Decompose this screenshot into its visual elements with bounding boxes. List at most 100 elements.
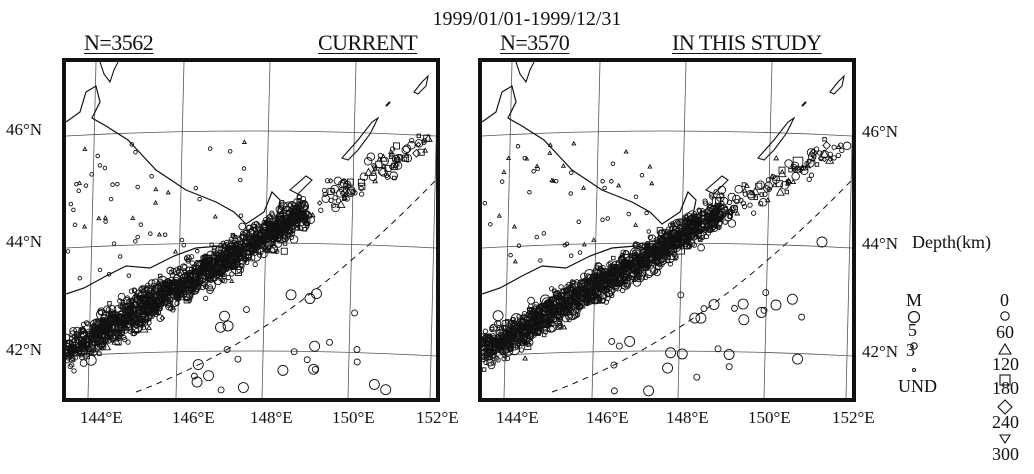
epicenter-circle bbox=[183, 256, 189, 261]
epicenter-circle bbox=[808, 172, 815, 178]
epicenter-triangle bbox=[173, 286, 180, 292]
epicenter-circle bbox=[592, 289, 601, 299]
epicenter-circle bbox=[652, 250, 661, 259]
epicenter-circle bbox=[341, 178, 347, 184]
epicenter-circle bbox=[577, 303, 583, 309]
epicenter-circle bbox=[593, 286, 600, 292]
epicenter-square bbox=[617, 266, 625, 274]
epicenter-circle bbox=[308, 363, 320, 375]
epicenter-circle bbox=[800, 166, 809, 176]
epicenter-circle bbox=[553, 178, 559, 184]
left-map-canvas bbox=[66, 62, 436, 398]
epicenter-square bbox=[342, 196, 347, 201]
epicenter-circle bbox=[646, 229, 651, 234]
epicenter-circle bbox=[192, 359, 204, 370]
epicenter-diamond bbox=[259, 232, 266, 239]
epicenter-group bbox=[482, 137, 852, 397]
lon-label-146-right: 146°E bbox=[586, 408, 629, 427]
epicenter-square bbox=[177, 266, 182, 271]
epicenter-circle bbox=[513, 322, 522, 331]
epicenter-circle bbox=[206, 277, 213, 283]
epicenter-triangle bbox=[790, 178, 797, 184]
epicenter-circle bbox=[527, 296, 535, 305]
epicenter-circle bbox=[267, 213, 273, 220]
epicenter-triangle bbox=[285, 206, 295, 215]
epicenter-circle bbox=[839, 147, 845, 154]
epicenter-diamond bbox=[658, 234, 667, 244]
epicenter-circle bbox=[545, 302, 553, 310]
epicenter-circle bbox=[383, 172, 390, 179]
epicenter-circle bbox=[609, 292, 615, 299]
epicenter-triangle bbox=[423, 133, 433, 142]
epicenter-circle bbox=[86, 346, 92, 352]
epicenter-circle bbox=[713, 207, 720, 214]
epicenter-circle bbox=[321, 187, 328, 194]
epicenter-circle bbox=[241, 257, 248, 263]
epicenter-circle bbox=[566, 316, 572, 323]
epicenter-circle bbox=[501, 334, 507, 340]
epicenter-circle bbox=[179, 237, 185, 243]
epicenter-circle bbox=[191, 264, 197, 271]
epicenter-circle bbox=[103, 219, 108, 224]
epicenter-circle bbox=[531, 332, 537, 338]
epicenter-circle bbox=[359, 191, 365, 197]
epicenter-circle bbox=[209, 242, 214, 247]
epicenter-circle bbox=[482, 200, 488, 206]
lon-label-146-left: 146°E bbox=[172, 408, 215, 427]
epicenter-circle bbox=[784, 159, 793, 168]
epicenter-circle bbox=[310, 288, 322, 300]
epicenter-square bbox=[549, 307, 555, 313]
epicenter-triangle bbox=[268, 245, 278, 254]
epicenter-circle bbox=[571, 313, 577, 319]
epicenter-diamond bbox=[412, 148, 421, 158]
epicenter-circle bbox=[681, 224, 690, 232]
epicenter-circle bbox=[527, 328, 534, 335]
epicenter-square bbox=[142, 297, 147, 303]
epicenter-triangle bbox=[534, 163, 540, 168]
epicenter-circle bbox=[68, 201, 74, 207]
epicenter-circle bbox=[790, 161, 800, 171]
epicenter-diamond bbox=[668, 236, 678, 246]
epicenter-circle bbox=[760, 306, 768, 314]
epicenter-circle bbox=[73, 326, 81, 335]
epicenter-square bbox=[346, 178, 354, 186]
epicenter-circle bbox=[602, 293, 608, 299]
epicenter-circle bbox=[708, 192, 715, 198]
epicenter-triangle bbox=[505, 155, 512, 161]
epicenter-circle bbox=[318, 207, 324, 213]
epicenter-circle bbox=[116, 320, 122, 327]
epicenter-triangle bbox=[582, 275, 589, 281]
epicenter-circle bbox=[482, 356, 487, 363]
epicenter-circle bbox=[598, 273, 608, 283]
epicenter-circle bbox=[83, 341, 92, 349]
epicenter-circle bbox=[562, 305, 568, 311]
epicenter-triangle bbox=[229, 278, 235, 283]
epicenter-square bbox=[661, 242, 666, 248]
epicenter-circle bbox=[238, 262, 244, 269]
epicenter-circle bbox=[558, 284, 564, 290]
map-title: 1999/01/01-1999/12/31 bbox=[432, 8, 622, 30]
epicenter-circle bbox=[732, 204, 739, 210]
epicenter-circle bbox=[84, 320, 90, 326]
depth-240-inverted-triangle-icon bbox=[999, 434, 1011, 444]
epicenter-triangle bbox=[100, 333, 110, 343]
epicenter-circle bbox=[508, 344, 520, 356]
epicenter-circle bbox=[509, 330, 515, 336]
epicenter-circle bbox=[610, 361, 618, 369]
epicenter-circle bbox=[295, 225, 301, 231]
epicenter-circle bbox=[583, 296, 589, 302]
epicenter-circle bbox=[138, 222, 144, 227]
epicenter-circle bbox=[609, 267, 615, 273]
sakhalin-coastline bbox=[99, 62, 119, 84]
epicenter-circle bbox=[502, 353, 508, 359]
epicenter-triangle bbox=[82, 146, 88, 151]
epicenter-circle bbox=[674, 233, 683, 243]
epicenter-circle bbox=[188, 272, 194, 279]
epicenter-circle bbox=[757, 201, 764, 207]
epicenter-circle bbox=[303, 356, 311, 364]
epicenter-square bbox=[169, 270, 174, 275]
epicenter-square bbox=[613, 265, 619, 270]
magnitude-5-circle-icon bbox=[907, 310, 921, 324]
epicenter-circle bbox=[389, 146, 396, 152]
epicenter-triangle bbox=[127, 313, 134, 319]
